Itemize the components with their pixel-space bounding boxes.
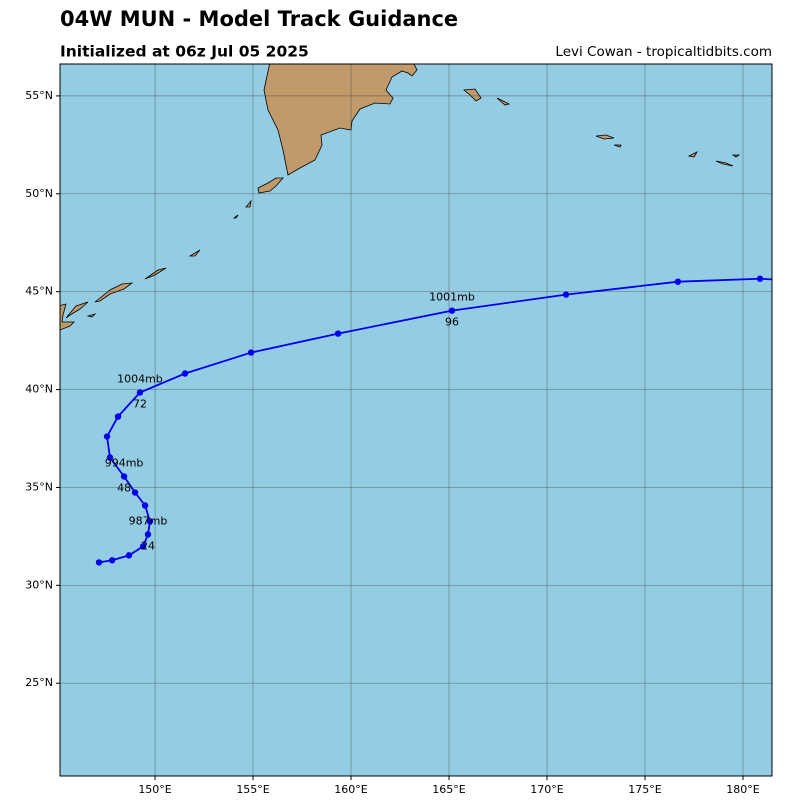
track-point [95, 559, 103, 566]
track-point [120, 473, 128, 480]
track-point [106, 454, 114, 461]
grid [60, 64, 772, 776]
island [687, 151, 699, 158]
track-point [797, 278, 800, 284]
hour-label: 48 [117, 481, 131, 494]
track-point [181, 370, 189, 377]
island [496, 97, 511, 106]
hour-label: 24 [141, 539, 155, 552]
y-tick-label: 50°N [25, 187, 53, 200]
title: 04W MUN - Model Track Guidance [60, 7, 458, 31]
track-point [141, 502, 149, 509]
island [188, 249, 201, 257]
x-tick-label: 175°E [628, 783, 661, 796]
x-tick-label: 170°E [530, 783, 563, 796]
track: 987mb 24 994mb 48 1004mb 72 1001mb 96 [95, 275, 800, 566]
y-tick-label: 45°N [25, 285, 53, 298]
y-tick-label: 35°N [25, 480, 53, 493]
x-tick-label: 180°E [726, 783, 759, 796]
y-tick-label: 30°N [25, 578, 53, 591]
island [613, 144, 622, 148]
island [715, 160, 734, 167]
track-point [146, 518, 154, 525]
pressure-label: 1004mb [117, 372, 163, 385]
kamchatka [263, 64, 418, 176]
track-point [103, 433, 111, 440]
track-point [125, 552, 133, 559]
y-tick-label: 25°N [25, 676, 53, 689]
pressure-label: 1001mb [429, 291, 475, 304]
pressure-label: 987mb [129, 514, 168, 527]
track-point [136, 389, 144, 396]
track-point [756, 275, 764, 282]
x-tick-label: 165°E [432, 783, 465, 796]
y-tick-label: 40°N [25, 383, 53, 396]
x-tick-label: 155°E [236, 783, 269, 796]
island [595, 134, 615, 140]
track-point [139, 543, 147, 550]
track-point [247, 349, 255, 356]
island [731, 154, 741, 158]
x-tick-label: 150°E [138, 783, 171, 796]
island [232, 214, 239, 219]
island [245, 199, 252, 208]
ocean [60, 64, 772, 776]
axes: 150°E 155°E 160°E 165°E 170°E 175°E 180°E 25°N 3… [25, 89, 759, 796]
island [257, 177, 284, 194]
track-point [114, 413, 122, 420]
x-tick-label: 160°E [334, 783, 367, 796]
y-tick-label: 55°N [25, 89, 53, 102]
credit: Levi Cowan - tropicaltidbits.com [555, 44, 772, 60]
track-point [334, 330, 342, 337]
track-point [674, 278, 682, 285]
track-point [108, 557, 116, 564]
island [463, 88, 482, 102]
frame [59, 63, 773, 777]
track-point [131, 489, 139, 496]
island [94, 282, 134, 303]
track-point [562, 291, 570, 298]
land [60, 64, 741, 331]
island [65, 301, 89, 319]
island [144, 267, 167, 280]
island [86, 313, 97, 318]
subtitle: Initialized at 06z Jul 05 2025 [60, 43, 309, 61]
hokkaido [60, 303, 75, 331]
hour-label: 96 [445, 316, 459, 329]
hour-label: 72 [133, 397, 147, 410]
track-point [144, 531, 152, 538]
track-point [448, 307, 456, 314]
pressure-label: 994mb [105, 456, 144, 469]
